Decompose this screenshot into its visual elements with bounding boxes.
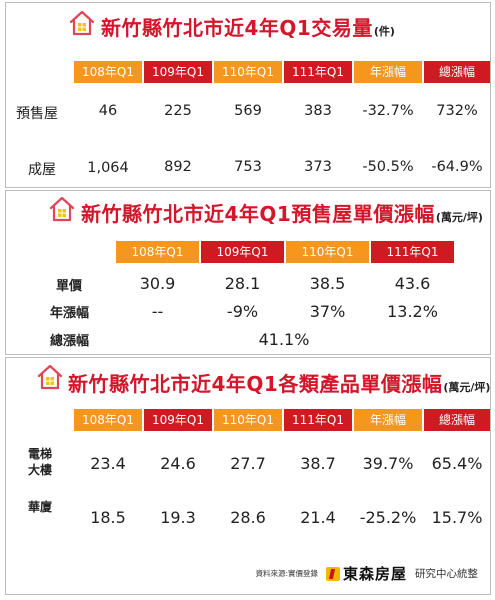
row-label-mansion-line1: 華廈	[28, 500, 53, 514]
row-label-elevator-building: 電梯 大樓	[28, 446, 52, 478]
header-annual-change: 年漲幅	[354, 61, 422, 83]
header-108q1: 108年Q1	[74, 61, 142, 83]
header-111q1: 111年Q1	[284, 61, 352, 83]
header-108q1: 108年Q1	[74, 409, 142, 431]
price-111q1: 43.6	[394, 274, 431, 293]
existing-annual-change: -50.5%	[362, 159, 414, 175]
research-note: 研究中心統整	[415, 568, 478, 580]
mansion-total-change: 15.7%	[431, 508, 483, 527]
total-change-value: 41.1%	[258, 330, 310, 349]
volume-title-unit: (件)	[373, 25, 395, 38]
header-109q1: 109年Q1	[201, 241, 284, 263]
existing-108q1: 1,064	[87, 160, 129, 176]
row-label-elevator-line1: 電梯	[28, 447, 53, 461]
elevator-110q1: 27.7	[230, 454, 266, 473]
presale-annual-change: -32.7%	[362, 103, 414, 119]
annual-change-110q1: 37%	[309, 302, 346, 321]
brand-logo-icon	[325, 566, 340, 581]
header-108q1: 108年Q1	[116, 241, 199, 263]
header-109q1: 109年Q1	[144, 61, 212, 83]
source-note: 資料來源:實價登錄	[255, 569, 318, 578]
house-icon	[49, 196, 75, 222]
annual-change-108q1: --	[151, 302, 164, 321]
product-price-title-text: 新竹縣竹北市近4年Q1各類產品單價漲幅	[68, 372, 443, 396]
header-annual-change: 年漲幅	[354, 409, 422, 431]
existing-109q1: 892	[164, 159, 192, 175]
mansion-110q1: 28.6	[230, 508, 266, 527]
price-110q1: 38.5	[309, 274, 346, 293]
house-icon	[37, 364, 63, 390]
row-label-existing: 成屋	[28, 162, 56, 178]
row-label-total-change: 總漲幅	[50, 334, 90, 349]
existing-110q1: 753	[234, 159, 262, 175]
header-110q1: 110年Q1	[214, 409, 282, 431]
product-price-title: 新竹縣竹北市近4年Q1各類產品單價漲幅 (萬元/坪)	[68, 368, 490, 397]
price-108q1: 30.9	[139, 274, 176, 293]
existing-111q1: 373	[304, 159, 332, 175]
elevator-109q1: 24.6	[160, 454, 196, 473]
mansion-111q1: 21.4	[300, 508, 336, 527]
header-109q1: 109年Q1	[144, 409, 212, 431]
header-111q1: 111年Q1	[371, 241, 454, 263]
elevator-111q1: 38.7	[300, 454, 336, 473]
price-109q1: 28.1	[224, 274, 261, 293]
presale-109q1: 225	[164, 103, 192, 119]
mansion-109q1: 19.3	[160, 508, 196, 527]
presale-price-title: 新竹縣竹北市近4年Q1預售屋單價漲幅 (萬元/坪)	[81, 198, 483, 227]
product-price-panel: 新竹縣竹北市近4年Q1各類產品單價漲幅 (萬元/坪) 108年Q1 109年Q1…	[5, 357, 491, 595]
presale-price-title-text: 新竹縣竹北市近4年Q1預售屋單價漲幅	[81, 202, 435, 226]
mansion-108q1: 18.5	[90, 508, 126, 527]
header-total-change: 總漲幅	[424, 61, 490, 83]
row-label-presale: 預售屋	[16, 106, 58, 122]
house-icon	[69, 10, 95, 36]
row-label-mansion: 華廈	[28, 499, 52, 515]
volume-panel: 新竹縣竹北市近4年Q1交易量 (件) 108年Q1 109年Q1 110年Q1 …	[5, 2, 491, 188]
annual-change-111q1: 13.2%	[387, 302, 438, 321]
header-110q1: 110年Q1	[286, 241, 369, 263]
product-price-title-unit: (萬元/坪)	[443, 381, 491, 394]
presale-110q1: 569	[234, 103, 262, 119]
elevator-108q1: 23.4	[90, 454, 126, 473]
presale-price-panel: 新竹縣竹北市近4年Q1預售屋單價漲幅 (萬元/坪) 108年Q1 109年Q1 …	[5, 190, 491, 355]
mansion-annual-change: -25.2%	[359, 508, 417, 527]
annual-change-109q1: -9%	[226, 302, 259, 321]
row-label-elevator-line2: 大樓	[28, 463, 53, 477]
row-label-unit-price: 單價	[56, 279, 83, 294]
volume-title-text: 新竹縣竹北市近4年Q1交易量	[101, 16, 373, 40]
existing-total-change: -64.9%	[431, 159, 483, 175]
header-111q1: 111年Q1	[284, 409, 352, 431]
presale-108q1: 46	[98, 103, 118, 119]
brand-name: 東森房屋	[342, 565, 407, 583]
header-total-change: 總漲幅	[424, 409, 490, 431]
presale-price-title-unit: (萬元/坪)	[435, 211, 483, 224]
presale-total-change: 732%	[436, 103, 478, 119]
header-110q1: 110年Q1	[214, 61, 282, 83]
presale-111q1: 383	[304, 103, 332, 119]
footer: 資料來源:實價登錄 東森房屋 研究中心統整	[255, 563, 478, 584]
row-label-annual-change: 年漲幅	[50, 306, 90, 321]
elevator-total-change: 65.4%	[431, 454, 483, 473]
elevator-annual-change: 39.7%	[362, 454, 414, 473]
volume-title: 新竹縣竹北市近4年Q1交易量 (件)	[101, 12, 395, 41]
